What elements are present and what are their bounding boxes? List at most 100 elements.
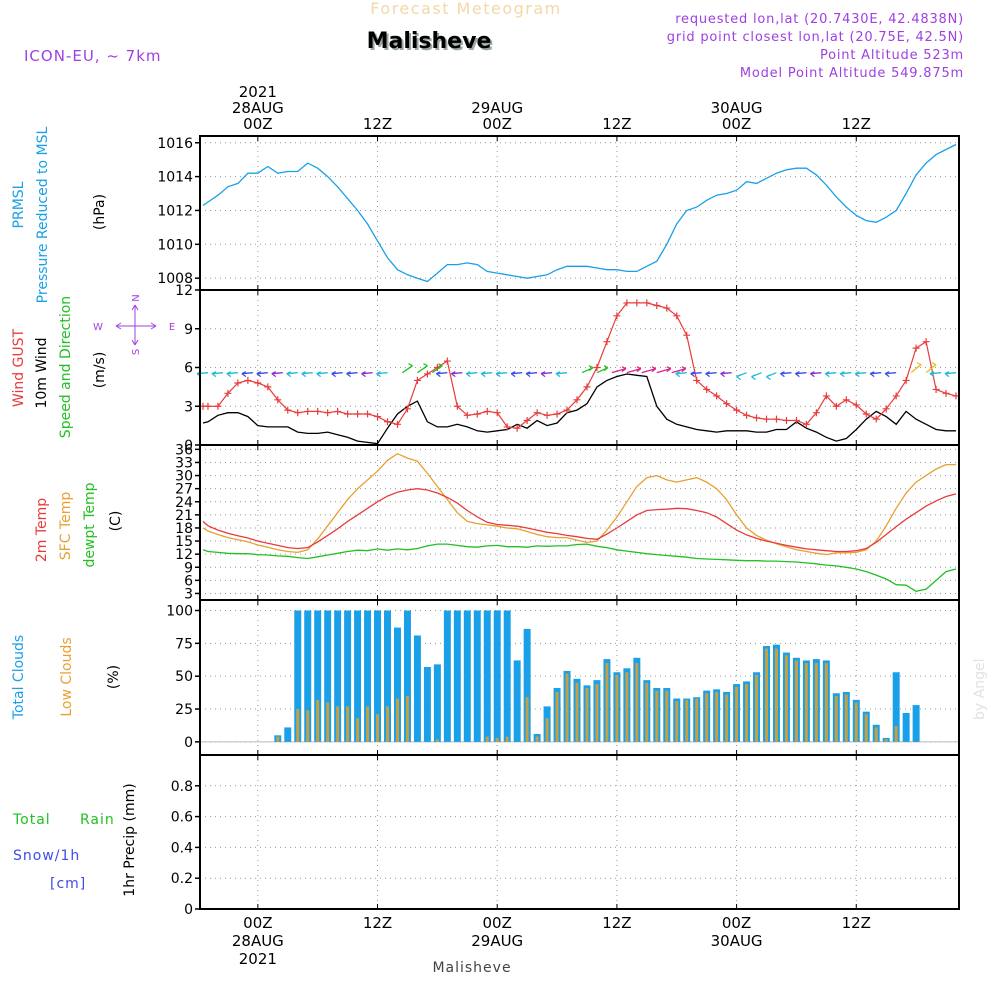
low-cloud-bar <box>326 702 330 742</box>
low-cloud-bar <box>834 695 838 742</box>
low-cloud-bar <box>346 706 350 742</box>
precip-label-cm: [cm] <box>50 876 86 892</box>
low-cloud-bar <box>595 684 599 742</box>
temp-label-sfc: SFC Temp <box>58 492 74 561</box>
total-cloud-bar <box>284 727 292 742</box>
gust-point <box>214 402 222 410</box>
wind-arrow-head <box>795 371 800 378</box>
gust-point <box>822 392 830 400</box>
temp-2m-line <box>202 488 957 553</box>
wind-arrow-head <box>810 371 815 378</box>
wind-direction-arrow <box>496 372 508 375</box>
info-requested: requested lon,lat (20.7430E, 42.4838N) <box>675 12 964 27</box>
low-cloud-bar <box>495 737 499 742</box>
pressure-labels: PRMSL Pressure Reduced to MSL (hPa) <box>11 126 108 303</box>
wind-direction-arrow <box>481 372 493 375</box>
y-tick-label-1-1: 3 <box>184 399 193 415</box>
wind-direction-arrow <box>376 372 388 375</box>
y-tick-label-3-0: 0 <box>184 735 193 751</box>
compass-e: E <box>169 322 175 333</box>
gust-point <box>753 414 761 422</box>
compass-icon: N S E W <box>93 294 175 355</box>
wind-direction-arrow <box>361 372 373 375</box>
wind-arrow-head <box>666 366 672 373</box>
wind-arrow-head <box>271 371 277 378</box>
low-cloud-bar <box>316 699 320 742</box>
temp-unit: (C) <box>108 511 124 532</box>
y-tick-label-4-2: 0.4 <box>171 840 193 856</box>
gust-point <box>942 389 950 397</box>
low-cloud-bar <box>615 674 619 742</box>
total-cloud-bar <box>384 610 391 742</box>
wind-arrow-head <box>256 371 262 378</box>
model-label: ICON-EU, ~ 7km <box>24 47 162 65</box>
wind-arrow-head <box>450 371 456 378</box>
wind-arrow-head <box>316 371 322 378</box>
low-cloud-bar <box>625 672 629 742</box>
wind-direction-arrow <box>795 372 807 375</box>
gust-point <box>892 392 900 400</box>
gust-point <box>543 411 551 419</box>
panel-frame-4 <box>199 754 960 910</box>
gust-point <box>763 415 771 423</box>
low-cloud-bar <box>844 694 848 742</box>
y-tick-label-3-2: 50 <box>175 669 193 685</box>
y-tick-label-1-2: 6 <box>184 361 193 377</box>
low-cloud-bar <box>296 709 300 742</box>
time-label-bottom-0-0: 00Z <box>243 914 272 932</box>
wind-direction-arrow <box>656 368 671 374</box>
gust-point <box>573 396 581 404</box>
precip-label-total: Total <box>12 812 51 828</box>
gust-point <box>743 411 751 419</box>
wind-arrow-head <box>361 371 366 378</box>
time-label-bottom-4-1: 30AUG <box>711 932 763 950</box>
gust-point <box>593 364 601 371</box>
gust-point <box>802 420 810 428</box>
credit: by Angel <box>972 659 988 720</box>
gust-point <box>932 385 940 393</box>
cloud-unit: (%) <box>106 665 122 689</box>
low-cloud-bar <box>386 706 389 742</box>
low-cloud-bar <box>774 648 778 742</box>
gust-point <box>882 405 890 413</box>
y-tick-label-2-10: 33 <box>175 455 193 471</box>
wind-arrow-head <box>720 371 725 378</box>
wind-direction-arrow <box>271 372 283 375</box>
gust-point <box>254 379 262 387</box>
wind-direction-arrow <box>316 372 328 375</box>
gust-point <box>852 401 860 409</box>
wind-unit: (m/s) <box>92 352 108 389</box>
total-cloud-bar <box>413 635 421 742</box>
wind-arrow-head <box>854 371 860 378</box>
compass-w: W <box>93 322 103 333</box>
wind-direction-arrow <box>555 372 568 375</box>
wind-label-10m: 10m Wind <box>34 337 50 408</box>
total-cloud-bar <box>334 610 342 742</box>
gust-point <box>653 302 661 309</box>
gust-point <box>503 423 511 431</box>
low-cloud-bar <box>565 673 569 742</box>
gust-point <box>274 396 282 404</box>
time-label-bottom-3-0: 12Z <box>602 914 631 932</box>
low-cloud-bar <box>435 739 439 742</box>
wind-direction-arrow <box>885 372 897 375</box>
gust-point <box>723 400 731 408</box>
wind-direction-arrow <box>720 372 732 375</box>
total-cloud-bar <box>374 610 382 742</box>
low-cloud-bar <box>575 682 579 742</box>
wind-arrow-head <box>780 371 785 378</box>
gust-point <box>533 409 541 417</box>
total-cloud-bar <box>892 672 900 742</box>
total-cloud-bar <box>314 610 322 742</box>
time-label-top-3-0: 12Z <box>602 115 631 133</box>
gust-point <box>413 376 421 384</box>
time-label-top-0-2: 00Z <box>243 115 272 133</box>
bottom-location: Malisheve <box>432 960 511 976</box>
low-cloud-bar <box>306 710 310 742</box>
time-label-bottom-2-0: 00Z <box>483 914 512 932</box>
low-cloud-bar <box>695 698 699 742</box>
low-cloud-bar <box>735 686 739 742</box>
y-tick-label-4-4: 0.8 <box>171 779 193 795</box>
time-label-top-2-1: 00Z <box>483 115 512 133</box>
temp-labels: 2m Temp SFC Temp dewpt Temp (C) <box>34 482 124 567</box>
